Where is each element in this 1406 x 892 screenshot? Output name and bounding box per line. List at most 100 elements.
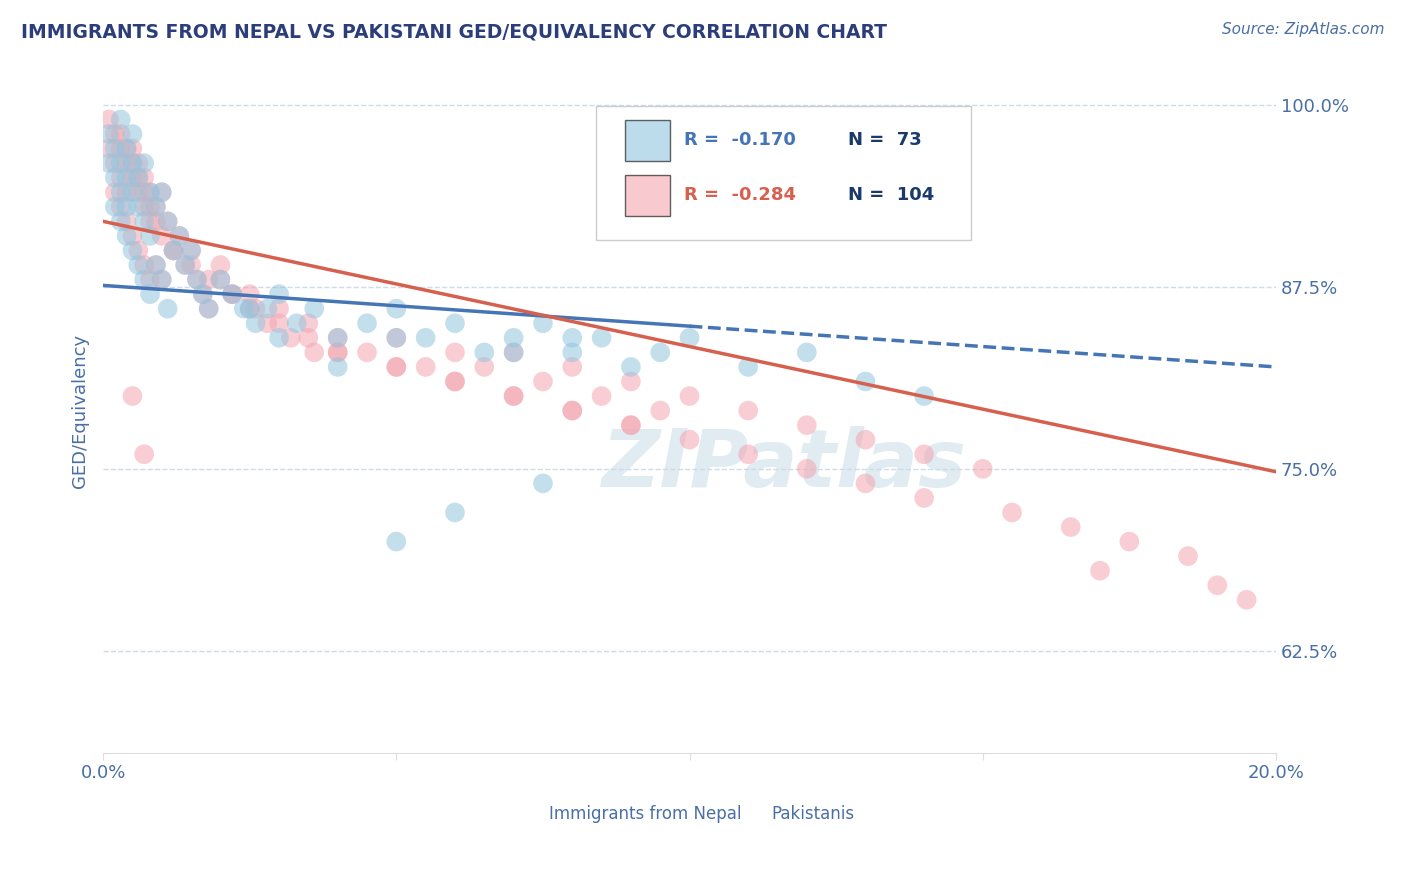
Point [385,359,408,374]
Point [444,316,467,330]
Point [620,359,643,374]
Point [134,156,156,170]
Point [197,272,219,286]
Point [1088,564,1111,578]
Point [115,214,138,228]
Point [169,228,191,243]
Point [326,359,349,374]
Point [150,272,173,286]
Point [472,359,495,374]
Point [591,389,613,403]
Point [326,345,349,359]
Point [245,301,267,316]
Point [267,301,290,316]
Text: Immigrants from Nepal: Immigrants from Nepal [548,805,741,823]
Point [385,301,408,316]
Point [415,331,437,345]
Point [186,272,208,286]
Point [385,331,408,345]
Point [239,301,262,316]
Point [285,316,308,330]
Point [121,127,143,141]
Point [139,228,162,243]
Point [620,418,643,433]
Point [104,186,127,200]
Point [197,301,219,316]
Point [139,200,162,214]
Text: R =  -0.284: R = -0.284 [683,186,796,204]
Point [110,200,132,214]
Point [110,127,132,141]
Point [737,359,759,374]
Point [796,462,818,476]
Point [221,287,243,301]
Point [912,447,935,461]
Point [150,228,173,243]
Point [186,272,208,286]
Point [139,186,162,200]
Point [1236,592,1258,607]
Point [134,272,156,286]
Point [134,170,156,185]
Point [737,447,759,461]
Point [855,476,877,491]
Point [139,287,162,301]
Point [385,331,408,345]
FancyBboxPatch shape [626,120,669,161]
Point [139,186,162,200]
Point [191,287,214,301]
Text: R =  -0.170: R = -0.170 [683,131,796,149]
Point [180,258,202,272]
Point [209,272,232,286]
Point [134,186,156,200]
Point [385,534,408,549]
Point [1206,578,1229,592]
Point [127,170,149,185]
Point [855,375,877,389]
Point [1177,549,1199,563]
Point [326,345,349,359]
Point [115,170,138,185]
Point [169,228,191,243]
Point [127,258,149,272]
Point [115,142,138,156]
Point [591,331,613,345]
Y-axis label: GED/Equivalency: GED/Equivalency [72,334,89,488]
Point [472,345,495,359]
Point [531,476,554,491]
Text: Pakistanis: Pakistanis [772,805,855,823]
Point [620,418,643,433]
Point [302,345,325,359]
Point [197,301,219,316]
Point [239,301,262,316]
Point [121,244,143,258]
Point [444,375,467,389]
Point [855,433,877,447]
Point [98,142,121,156]
Point [156,214,179,228]
Point [191,287,214,301]
Point [134,258,156,272]
Point [297,331,319,345]
Point [561,359,583,374]
Point [415,359,437,374]
Point [104,142,127,156]
Point [561,403,583,417]
Point [385,359,408,374]
Point [145,214,167,228]
Point [531,316,554,330]
Point [444,345,467,359]
Point [156,301,179,316]
Point [104,127,127,141]
Point [326,331,349,345]
Point [127,156,149,170]
Point [162,244,184,258]
Point [98,156,121,170]
Point [121,186,143,200]
Point [356,316,378,330]
Point [121,389,143,403]
Point [650,345,672,359]
Point [174,258,197,272]
Point [121,142,143,156]
Point [502,331,524,345]
